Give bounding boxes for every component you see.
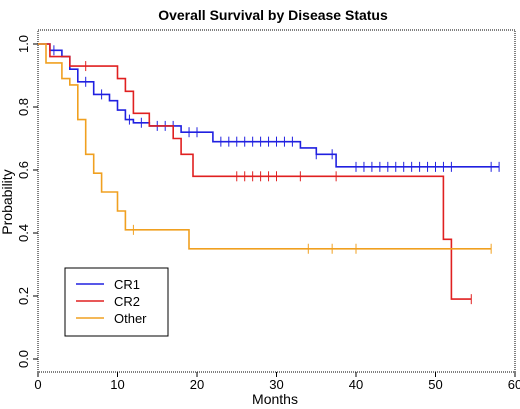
y-tick-label: 1.0 [16,35,31,53]
survival-curve-cr1 [38,43,500,168]
x-tick-label: 10 [110,377,124,392]
x-tick-label: 50 [428,377,442,392]
x-tick-label: 40 [349,377,363,392]
x-tick-label: 30 [269,377,283,392]
x-axis-label: Months [252,391,298,407]
legend-label: CR1 [114,277,140,292]
series-cr2 [38,43,472,305]
series-cr1 [38,43,500,172]
x-tick-label: 0 [34,377,41,392]
x-tick-label: 20 [190,377,204,392]
legend-label: CR2 [114,294,140,309]
y-tick-label: 0.2 [16,287,31,305]
y-axis-label: Probability [0,169,15,234]
survival-curve-other [38,43,492,250]
x-tick-label: 60 [508,377,520,392]
legend-label: Other [114,311,147,326]
plot-frame [37,29,516,373]
y-tick-label: 0.6 [16,161,31,179]
y-tick-label: 0.8 [16,98,31,116]
survival-curve-cr2 [38,43,472,300]
y-tick-label: 0.0 [16,350,31,368]
y-tick-label: 0.4 [16,224,31,242]
chart-title: Overall Survival by Disease Status [158,7,388,23]
series-other [38,43,492,254]
legend-box [64,267,169,337]
